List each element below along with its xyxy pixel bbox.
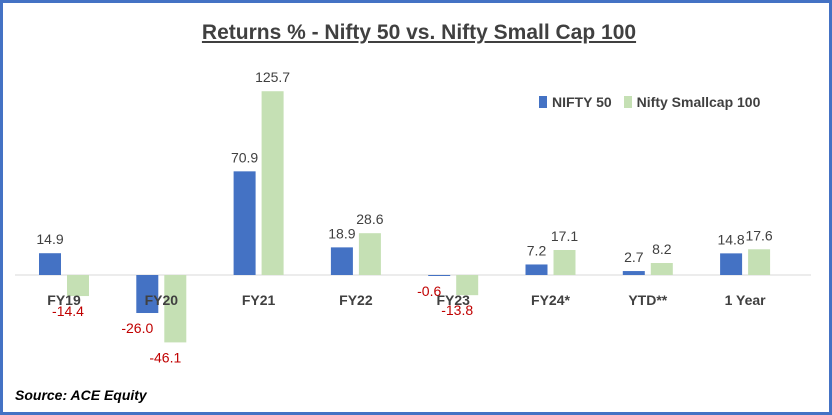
bar-nifty-50-fy23 — [428, 275, 451, 276]
value-label-nifty-50-fy23: -0.6 — [417, 283, 441, 299]
value-label-nifty-50-fy24: 7.2 — [527, 242, 547, 258]
legend-label-smallcap100: Nifty Smallcap 100 — [636, 94, 761, 110]
category-label-1-year: 1 Year — [725, 292, 767, 308]
value-label-nifty-smallcap-100-fy20: -46.1 — [149, 349, 181, 365]
value-label-nifty-smallcap-100-fy21: 125.7 — [255, 69, 290, 85]
bar-nifty-50-fy20 — [136, 275, 159, 314]
category-label-fy21: FY21 — [242, 292, 276, 308]
category-label-fy23: FY23 — [436, 292, 470, 308]
value-label-nifty-smallcap-100-ytd: 8.2 — [652, 241, 672, 257]
bar-nifty-smallcap-100-fy22 — [358, 233, 381, 275]
category-label-fy22: FY22 — [339, 292, 373, 308]
bar-nifty-smallcap-100-fy20 — [164, 275, 187, 343]
bar-nifty-smallcap-100-fy24 — [553, 249, 576, 275]
bar-nifty-50-ytd — [622, 271, 645, 275]
value-label-nifty-50-fy20: -26.0 — [121, 320, 153, 336]
bar-nifty-50-1-year — [720, 253, 743, 275]
legend-label-nifty50: NIFTY 50 — [552, 94, 612, 110]
value-label-nifty-smallcap-100-fy23: -13.8 — [441, 302, 473, 318]
legend-item-smallcap100: Nifty Smallcap 100 — [623, 94, 761, 110]
bar-nifty-50-fy19 — [39, 253, 61, 275]
bar-nifty-50-fy24 — [525, 264, 548, 275]
bar-nifty-50-fy22 — [330, 247, 353, 275]
bar-nifty-50-fy21 — [233, 171, 256, 275]
bar-nifty-smallcap-100-1-year — [748, 249, 771, 275]
category-label-fy24: FY24* — [531, 292, 570, 308]
category-label-fy19: FY19 — [47, 292, 81, 308]
value-label-nifty-50-1-year: 14.8 — [717, 231, 744, 247]
value-label-nifty-50-ytd: 2.7 — [624, 249, 644, 265]
bar-nifty-smallcap-100-ytd — [650, 263, 673, 275]
bar-nifty-smallcap-100-fy21 — [261, 91, 284, 276]
legend-swatch-nifty50 — [539, 96, 547, 108]
bar-nifty-smallcap-100-fy23 — [456, 275, 479, 296]
chart-title: Returns % - Nifty 50 vs. Nifty Small Cap… — [201, 21, 637, 44]
value-label-nifty-smallcap-100-fy19: -14.4 — [52, 303, 84, 319]
value-label-nifty-50-fy19: 14.9 — [36, 231, 63, 247]
legend-item-nifty50: NIFTY 50 — [539, 94, 612, 110]
category-label-ytd: YTD** — [628, 292, 667, 308]
chart-legend: NIFTY 50 Nifty Smallcap 100 — [539, 94, 772, 110]
value-label-nifty-smallcap-100-1-year: 17.6 — [745, 227, 772, 243]
value-label-nifty-50-fy22: 18.9 — [328, 225, 355, 241]
value-label-nifty-smallcap-100-fy24: 17.1 — [551, 228, 578, 244]
legend-swatch-smallcap100 — [623, 96, 632, 108]
category-label-fy20: FY20 — [145, 292, 179, 308]
source-note: Source: ACE Equity — [15, 387, 147, 403]
value-label-nifty-smallcap-100-fy22: 28.6 — [356, 211, 383, 227]
value-label-nifty-50-fy21: 70.9 — [231, 149, 258, 165]
bar-nifty-smallcap-100-fy19 — [67, 275, 89, 297]
